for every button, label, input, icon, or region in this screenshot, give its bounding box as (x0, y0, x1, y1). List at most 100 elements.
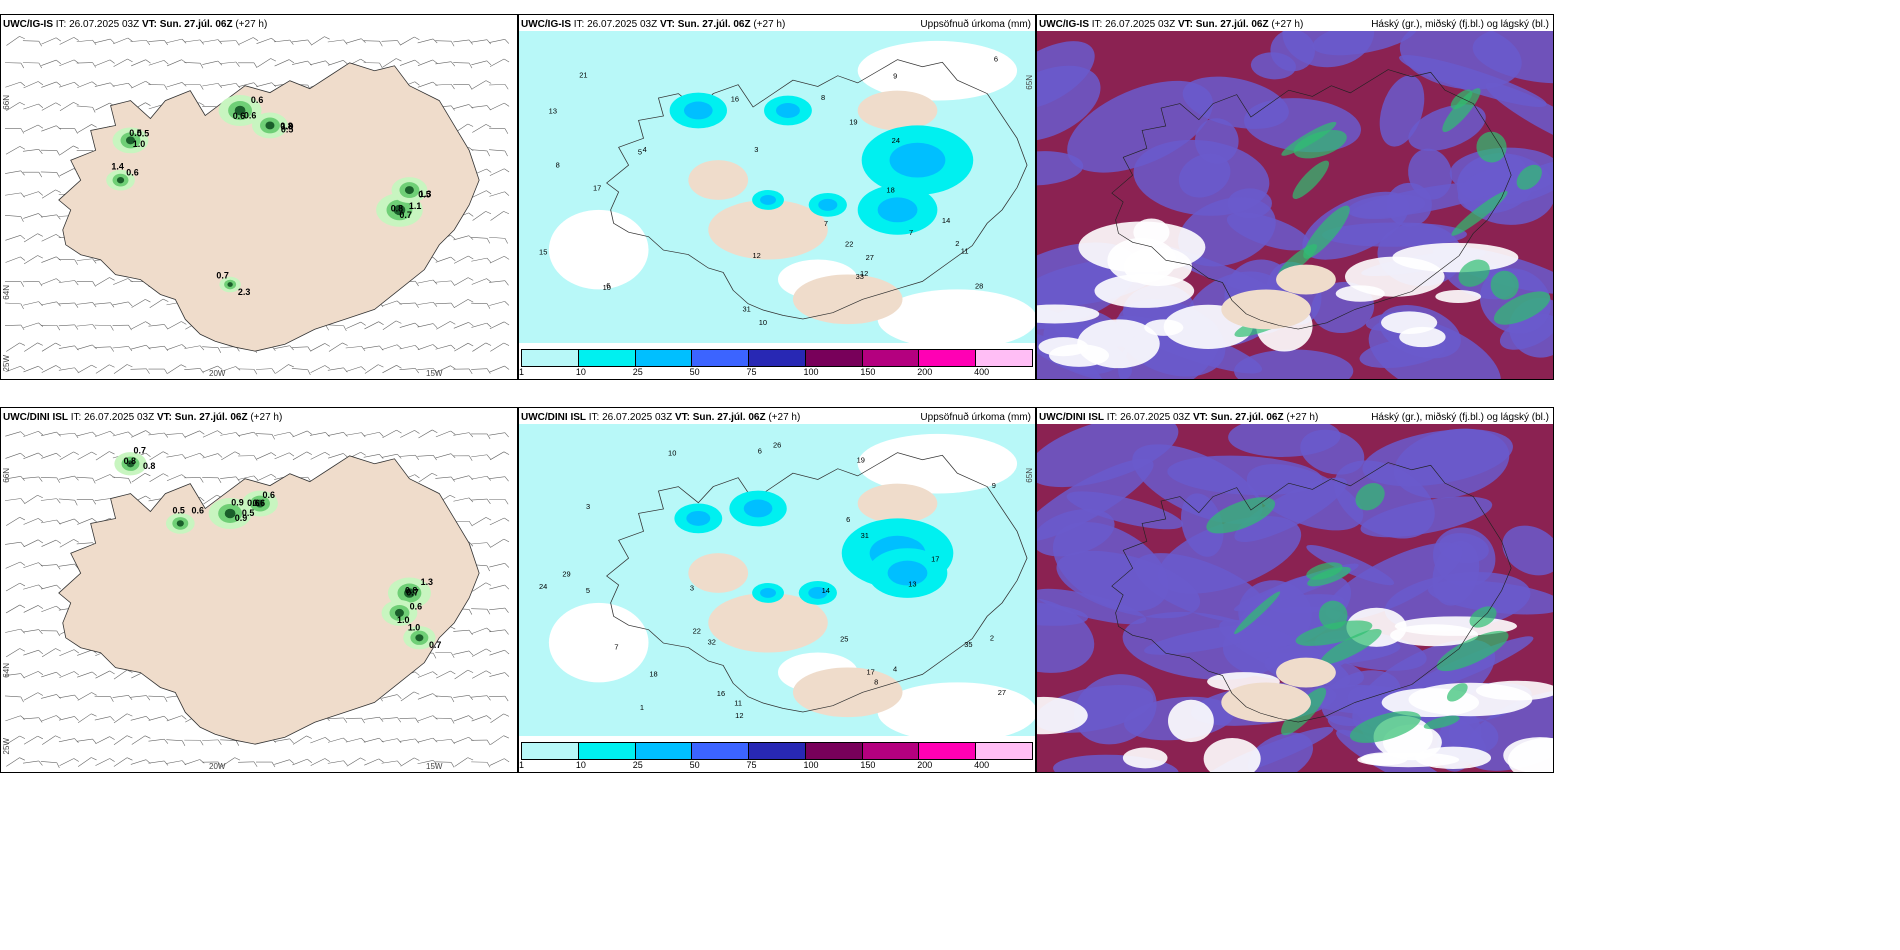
map-svg: 3761014171219213133282427182281156429121… (519, 31, 1035, 343)
wind-barb (130, 716, 151, 721)
wind-barb (59, 671, 79, 678)
wind-barb (5, 235, 26, 241)
colorbar-tick: 10 (575, 760, 586, 770)
wind-barb (40, 214, 61, 220)
precip-heavy (404, 186, 414, 195)
wind-barb (4, 324, 25, 331)
high-cloud (1458, 259, 1490, 287)
panel-title: UWC/DINI ISL IT: 26.07.2025 03Z VT: Sun.… (521, 412, 801, 423)
wind-barb (131, 80, 151, 89)
accum-value: 4 (893, 664, 897, 673)
iceland-land (58, 62, 480, 352)
iceland-land (1111, 462, 1512, 723)
wind-barb (76, 344, 97, 350)
wind-barb (113, 58, 133, 67)
high-cloud (1476, 131, 1507, 163)
panel-top-right: UWC/IG-IS IT: 26.07.2025 03Z VT: Sun. 27… (1036, 14, 1554, 380)
wind-barb (238, 761, 258, 767)
wind-barb (5, 541, 25, 547)
wind-barb (166, 38, 187, 44)
wind-barb (310, 365, 330, 373)
wind-barb (382, 365, 402, 374)
wind-barb (41, 37, 62, 45)
wind-barb (41, 342, 61, 352)
wind-barb (454, 255, 474, 264)
wind-barb (6, 102, 26, 112)
wind-barb (5, 365, 26, 373)
accum-value: 3 (754, 145, 758, 154)
high-cloud (1349, 711, 1421, 743)
high-cloud (1306, 562, 1343, 580)
wind-barb (131, 299, 151, 308)
wind-barb (292, 430, 313, 438)
wind-barb (472, 211, 492, 221)
precip-areas (114, 452, 436, 650)
wind-barb (453, 84, 473, 90)
accum-value: 19 (857, 455, 865, 464)
wind-barb (490, 538, 510, 548)
land-exposed (1276, 657, 1336, 688)
accum-value: 31 (743, 304, 751, 313)
wind-barb (95, 59, 115, 67)
mid-cloud (1037, 151, 1084, 186)
map-svg (1037, 31, 1553, 379)
accum-value: 15 (539, 248, 547, 257)
wind-barb (471, 190, 492, 198)
wind-barb (471, 475, 492, 481)
wind-barb (23, 452, 44, 459)
precip-value: 0.5 (137, 129, 149, 139)
dry-land (688, 553, 749, 593)
colorbar-ticks: 1 10 25 50 75 100 150 200 400 (519, 367, 1033, 377)
wind-barb (149, 473, 169, 483)
panel-title: UWC/DINI ISL IT: 26.07.2025 03Z VT: Sun.… (1039, 412, 1319, 423)
panel-subtitle: Háský (gr.), miðský (fj.bl.) og lágský (… (1371, 412, 1549, 423)
wind-barb (40, 564, 61, 570)
wind-barb (256, 82, 277, 88)
wind-barb (131, 735, 151, 745)
wind-barb (94, 695, 114, 702)
wind-barb (489, 191, 510, 197)
precip-heavy (415, 634, 424, 642)
wind-barb (40, 324, 61, 331)
clear-area (1168, 699, 1214, 743)
wind-barb (6, 735, 26, 745)
mid-cloud (1432, 541, 1480, 606)
wind-barb (148, 84, 168, 91)
wind-barb (24, 342, 43, 352)
wind-barb (274, 431, 294, 437)
accum-value: 25 (840, 634, 848, 643)
wind-barb (166, 739, 186, 746)
wind-barb (59, 451, 79, 461)
iceland-land (1111, 69, 1512, 330)
precip-25 (760, 587, 777, 598)
wind-barb (435, 695, 455, 703)
no-precip (548, 602, 649, 683)
wind-barb (42, 735, 61, 745)
wind-barb (292, 451, 312, 461)
wind-barb (454, 757, 474, 767)
wind-barb (471, 368, 491, 374)
wind-barb (23, 213, 44, 219)
wind-barb (166, 82, 187, 88)
wind-barb (256, 452, 277, 460)
wind-barb (5, 715, 26, 722)
cloud-layers (1037, 31, 1553, 379)
high-cloud (1446, 683, 1468, 702)
wind-barb (113, 713, 133, 724)
wind-barb (76, 738, 97, 744)
mid-cloud (1448, 717, 1499, 754)
accum-value: 33 (856, 272, 864, 281)
wind-barb (435, 256, 456, 263)
colorbar-tick: 75 (746, 760, 757, 770)
wind-barb (131, 59, 151, 67)
wind-barb (94, 38, 115, 44)
panel-subtitle: Uppsöfnuð úrkoma (mm) (920, 19, 1031, 30)
colorbar-tick: 50 (689, 760, 700, 770)
wind-barb (489, 301, 510, 306)
wind-barb (327, 760, 348, 766)
wind-barb (291, 39, 312, 45)
precip-value: 0.6 (247, 498, 259, 508)
precip-25 (683, 101, 713, 120)
wind-barb (417, 671, 438, 678)
wind-barb (6, 517, 26, 526)
